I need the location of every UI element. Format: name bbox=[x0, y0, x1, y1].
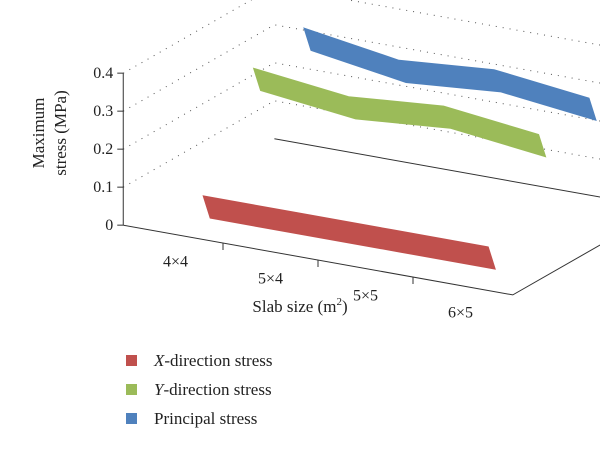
x-tick-label: 6×5 bbox=[448, 305, 473, 322]
legend-swatch-x bbox=[126, 355, 137, 366]
y-tick-label: 0.1 bbox=[93, 179, 113, 196]
legend-item-principal: Principal stress bbox=[126, 404, 273, 433]
y-axis-title-line-2: stress (MPa) bbox=[51, 90, 70, 175]
legend-swatch-principal bbox=[126, 413, 137, 424]
legend: X-direction stress Y-direction stress Pr… bbox=[126, 346, 273, 433]
x-tick-label: 4×4 bbox=[163, 254, 188, 271]
legend-item-x: X-direction stress bbox=[126, 346, 273, 375]
y-axis-title-line-1: Maximum bbox=[29, 98, 48, 169]
series-ribbons bbox=[202, 27, 597, 270]
floor-outline bbox=[123, 138, 600, 296]
y-tick-label: 0.3 bbox=[93, 103, 113, 120]
series-ribbon-1 bbox=[252, 67, 547, 158]
y-tick-label: 0.4 bbox=[93, 65, 113, 82]
legend-label-y: Y-direction stress bbox=[154, 379, 272, 399]
series-ribbon-2 bbox=[303, 27, 597, 122]
chart-floor bbox=[123, 138, 600, 296]
legend-item-y: Y-direction stress bbox=[126, 375, 273, 404]
legend-label-x: X-direction stress bbox=[154, 350, 273, 370]
y-tick-label: 0 bbox=[105, 217, 113, 234]
x-axis-title: Slab size (m2) bbox=[252, 296, 347, 316]
x-tick-label: 5×5 bbox=[353, 288, 378, 305]
legend-label-principal: Principal stress bbox=[154, 408, 258, 428]
y-tick-label: 0.2 bbox=[93, 141, 113, 158]
x-tick-label: 5×4 bbox=[258, 271, 283, 288]
legend-swatch-y bbox=[126, 384, 137, 395]
axes: 0 0.1 0.2 0.3 0.4 4×4 5×4 5×5 6×5 bbox=[93, 65, 473, 321]
series-ribbon-0 bbox=[202, 195, 496, 270]
